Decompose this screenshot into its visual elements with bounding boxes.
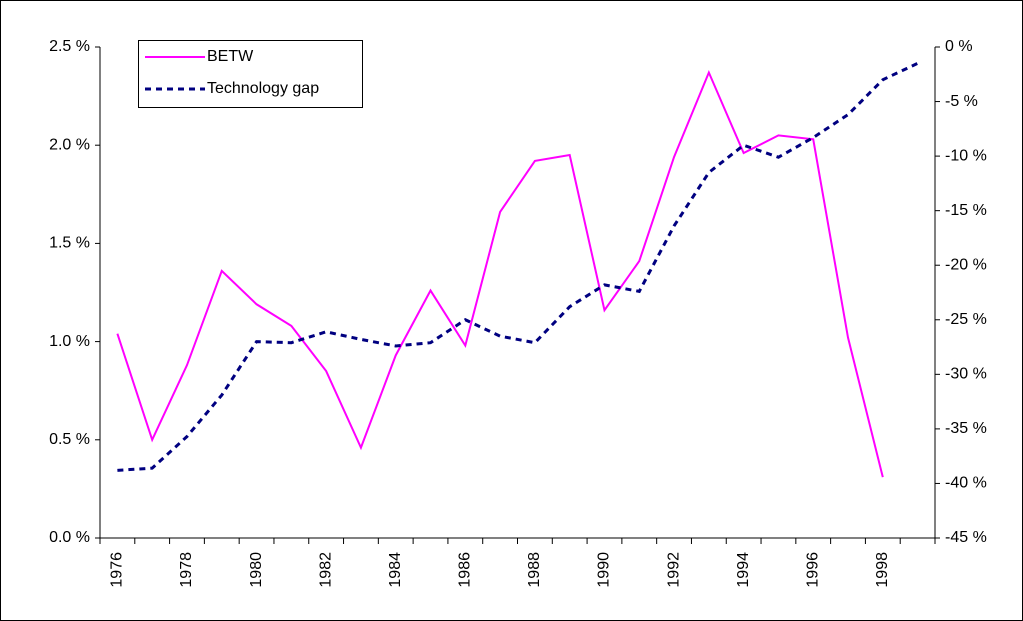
series-line: [116, 69, 884, 478]
x-tick-label: 1992: [665, 552, 682, 588]
x-tick-label: 1994: [735, 552, 752, 588]
y-tick-label: 2.5 %: [49, 38, 90, 55]
x-tick-label: 1978: [178, 552, 195, 588]
y2-tick-label: -35 %: [945, 420, 987, 437]
legend: [138, 40, 363, 108]
y2-tick-label: -10 %: [945, 147, 987, 164]
y-tick-label: 1.5 %: [49, 235, 90, 252]
series-line: [117, 62, 919, 472]
y2-tick-label: -45 %: [945, 529, 987, 546]
y2-tick-label: 0 %: [945, 38, 973, 55]
legend-label: BETW: [207, 48, 254, 65]
y-tick-label: 0.5 %: [49, 431, 90, 448]
x-tick-label: 1976: [109, 552, 126, 588]
legend-label: Technology gap: [207, 80, 319, 97]
x-tick-label: 1996: [804, 552, 821, 588]
x-tick-label: 1982: [317, 552, 334, 588]
y2-tick-label: -25 %: [945, 311, 987, 328]
y2-tick-label: -30 %: [945, 366, 987, 383]
x-tick-label: 1998: [874, 552, 891, 588]
x-tick-label: 1990: [596, 552, 613, 588]
y2-tick-label: -5 %: [945, 93, 978, 110]
x-tick-label: 1980: [248, 552, 265, 588]
x-tick-label: 1986: [457, 552, 474, 588]
x-tick-label: 1988: [526, 552, 543, 588]
y-tick-label: 2.0 %: [49, 136, 90, 153]
y-tick-label: 0.0 %: [49, 529, 90, 546]
y-tick-label: 1.0 %: [49, 333, 90, 350]
y2-tick-label: -40 %: [945, 475, 987, 492]
x-tick-label: 1984: [387, 552, 404, 588]
y2-tick-label: -20 %: [945, 256, 987, 273]
y2-tick-label: -15 %: [945, 202, 987, 219]
